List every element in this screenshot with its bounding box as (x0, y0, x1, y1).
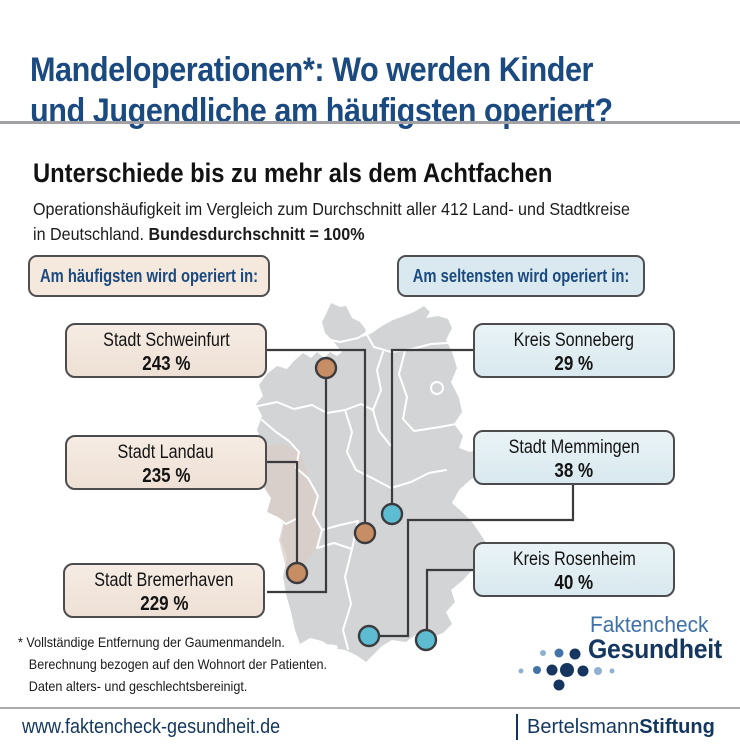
callout-region-value: 40 % (554, 572, 594, 594)
page-title-line1: Mandeloperationen*: Wo werden Kinder (30, 50, 593, 89)
footnote-line1: * Vollständige Entfernung der Gaumenmand… (18, 634, 285, 650)
logo-faktencheck-text: Faktencheck (590, 612, 709, 637)
footnote-line2: Berechnung bezogen auf den Wohnort der P… (28, 656, 327, 672)
dot-bremerhaven (314, 356, 338, 380)
connector-rosenheim (425, 568, 473, 640)
footer-url: www.faktencheck-gesundheit.de (22, 716, 281, 738)
logo-gesundheit-text: Gesundheit (588, 634, 722, 664)
callout-region-name: Stadt Schweinfurt (102, 330, 230, 351)
logo-dots-icon (518, 648, 615, 691)
callout-region-value: 235 % (141, 465, 191, 487)
callout-region-name: Kreis Sonneberg (513, 330, 635, 351)
dot-rosenheim (414, 628, 438, 652)
connector-landau (265, 460, 299, 573)
connector-bremerhaven (267, 368, 328, 594)
callout-region-name: Kreis Rosenheim (512, 549, 636, 570)
callout-sonneberg: Kreis Sonneberg 29 % (473, 323, 675, 378)
bertelsmann-stiftung-logo: Bertelsmann Stiftung (516, 714, 715, 740)
national-average-note: Bundesdurchschnitt = 100% (148, 223, 365, 244)
legend-lowest-header: Am seltensten wird operiert in: (397, 255, 645, 297)
state-borders (257, 332, 457, 650)
connector-memmingen (369, 485, 575, 638)
description: Operationshäufigkeit im Vergleich zum Du… (33, 197, 682, 247)
brand-divider-bar (516, 714, 518, 740)
callout-memmingen: Stadt Memmingen 38 % (473, 430, 675, 485)
dot-sonneberg (380, 502, 404, 526)
description-line1: Operationshäufigkeit im Vergleich zum Du… (33, 198, 630, 219)
callout-region-name: Stadt Landau (117, 442, 215, 463)
location-dots (285, 356, 438, 652)
callout-rosenheim: Kreis Rosenheim 40 % (473, 542, 675, 597)
dot-landau (285, 561, 309, 585)
region-tint-southwest (262, 444, 320, 584)
brand-name-bold: Stiftung (639, 715, 715, 738)
callout-landau: Stadt Landau 235 % (65, 435, 267, 490)
dot-memmingen (357, 624, 381, 648)
callout-region-value: 243 % (141, 353, 191, 375)
brand-name-regular: Bertelsmann (527, 715, 640, 738)
footnote-line3: Daten alters- und geschlechtsbereinigt. (28, 678, 248, 694)
connector-lines (265, 348, 575, 640)
callout-region-value: 229 % (139, 593, 189, 615)
callout-bremerhaven: Stadt Bremerhaven 229 % (63, 563, 265, 618)
footer-separator (0, 707, 740, 709)
page-title: Mandeloperationen*: Wo werden Kinder und… (30, 50, 677, 132)
subtitle: Unterschiede bis zu mehr als dem Achtfac… (33, 158, 553, 189)
callout-schweinfurt: Stadt Schweinfurt 243 % (65, 323, 267, 378)
dot-schweinfurt (353, 521, 377, 545)
connector-sonneberg (390, 348, 473, 514)
title-separator (0, 121, 740, 124)
callout-region-name: Stadt Bremerhaven (94, 570, 234, 591)
connector-schweinfurt (267, 348, 367, 533)
legend-highest-header: Am häufigsten wird operiert in: (28, 255, 270, 297)
footnote: * Vollständige Entfernung der Gaumenmand… (18, 631, 361, 697)
callout-region-value: 29 % (554, 353, 594, 375)
faktencheck-gesundheit-logo: Faktencheck Gesundheit (512, 610, 732, 702)
description-line2: in Deutschland. Bundesdurchschnitt = 100… (33, 223, 365, 244)
callout-region-name: Stadt Memmingen (508, 437, 640, 458)
callout-region-value: 38 % (554, 460, 594, 482)
